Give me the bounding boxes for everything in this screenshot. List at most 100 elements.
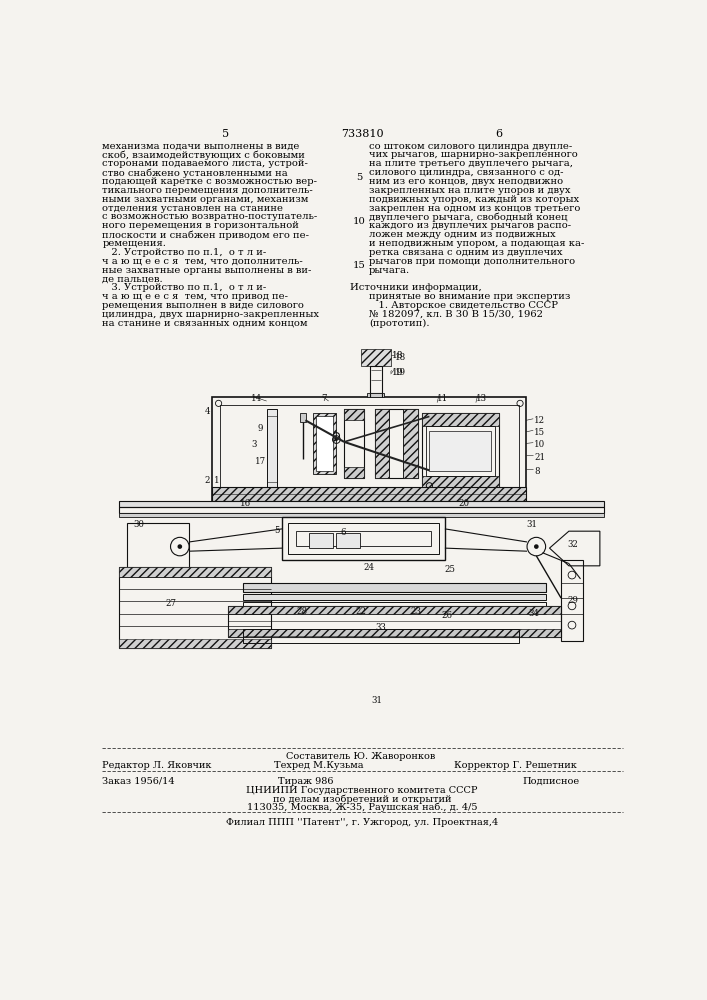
Text: со штоком силового цилиндра двупле-: со штоком силового цилиндра двупле- bbox=[369, 142, 572, 151]
Circle shape bbox=[177, 544, 182, 549]
Text: 27: 27 bbox=[166, 599, 177, 608]
Text: 11: 11 bbox=[437, 394, 448, 403]
Text: ЦНИИПИ Государственного комитета СССР: ЦНИИПИ Государственного комитета СССР bbox=[246, 786, 478, 795]
Text: Тираж 986: Тираж 986 bbox=[278, 777, 333, 786]
Bar bbox=[243, 610, 546, 614]
Bar bbox=[375, 409, 418, 478]
Text: закрепленных на плите упоров и двух: закрепленных на плите упоров и двух bbox=[369, 186, 571, 195]
Text: ными захватными органами, механизм: ными захватными органами, механизм bbox=[103, 195, 309, 204]
Bar bbox=[361, 349, 391, 366]
Text: с возможностью возвратно-поступатель-: с возможностью возвратно-поступатель- bbox=[103, 212, 317, 221]
Text: 19: 19 bbox=[395, 368, 406, 377]
Text: № 182097, кл. В 30 В 15/30, 1962: № 182097, кл. В 30 В 15/30, 1962 bbox=[369, 310, 543, 319]
Text: ного перемещения в горизонтальной: ного перемещения в горизонтальной bbox=[103, 221, 299, 230]
Bar bbox=[316, 416, 333, 471]
Text: 33: 33 bbox=[375, 623, 386, 632]
Text: сторонами подаваемого листа, устрой-: сторонами подаваемого листа, устрой- bbox=[103, 159, 308, 168]
Bar bbox=[375, 409, 389, 478]
Text: Подписное: Подписное bbox=[522, 777, 580, 786]
Text: и неподвижным упором, а подающая ка-: и неподвижным упором, а подающая ка- bbox=[369, 239, 584, 248]
Bar bbox=[228, 629, 561, 637]
Text: 2: 2 bbox=[204, 476, 210, 485]
Bar bbox=[309, 533, 332, 548]
Bar bbox=[421, 413, 499, 426]
Circle shape bbox=[335, 438, 338, 441]
Text: 30: 30 bbox=[134, 520, 144, 529]
Text: 3: 3 bbox=[251, 440, 257, 449]
Text: механизма подачи выполнены в виде: механизма подачи выполнены в виде bbox=[103, 142, 300, 151]
Text: Составитель Ю. Жаворонков: Составитель Ю. Жаворонков bbox=[286, 752, 436, 761]
Text: 1: 1 bbox=[214, 476, 220, 485]
Text: плоскости и снабжен приводом его пе-: плоскости и снабжен приводом его пе- bbox=[103, 230, 310, 240]
Text: цилиндра, двух шарнирно-закрепленных: цилиндра, двух шарнирно-закрепленных bbox=[103, 310, 320, 319]
Bar bbox=[337, 533, 360, 548]
Text: двуплечего рычага, свободный конец: двуплечего рычага, свободный конец bbox=[369, 212, 568, 222]
Bar bbox=[561, 560, 583, 641]
Text: 733810: 733810 bbox=[341, 129, 383, 139]
Text: скоб, взаимодействующих с боковыми: скоб, взаимодействующих с боковыми bbox=[103, 150, 305, 160]
Text: 3. Устройство по п.1,  о т л и-: 3. Устройство по п.1, о т л и- bbox=[103, 283, 267, 292]
Text: 12: 12 bbox=[534, 416, 545, 425]
Text: 4: 4 bbox=[204, 407, 210, 416]
Text: Корректор Г. Решетник: Корректор Г. Решетник bbox=[454, 761, 577, 770]
Text: 6: 6 bbox=[496, 129, 503, 139]
Bar bbox=[119, 567, 271, 648]
Text: ство снабжено установленными на: ство снабжено установленными на bbox=[103, 168, 288, 178]
Bar bbox=[119, 501, 604, 507]
Bar bbox=[421, 476, 499, 490]
Text: ч а ю щ е е с я  тем, что дополнитель-: ч а ю щ е е с я тем, что дополнитель- bbox=[103, 257, 303, 266]
Bar bbox=[243, 594, 546, 600]
Text: рычагов при помощи дополнительного: рычагов при помощи дополнительного bbox=[369, 257, 575, 266]
Text: 23: 23 bbox=[410, 607, 421, 616]
Text: Источники информации,: Источники информации, bbox=[349, 283, 481, 292]
Text: ч а ю щ е е с я  тем, что привод пе-: ч а ю щ е е с я тем, что привод пе- bbox=[103, 292, 288, 301]
Text: Редактор Л. Яковчик: Редактор Л. Яковчик bbox=[103, 761, 212, 770]
Text: 2. Устройство по п.1,  о т л и-: 2. Устройство по п.1, о т л и- bbox=[103, 248, 267, 257]
Text: 5: 5 bbox=[274, 526, 280, 535]
Bar bbox=[243, 602, 546, 608]
Bar bbox=[370, 366, 382, 393]
Text: 22: 22 bbox=[356, 607, 367, 616]
Text: 5: 5 bbox=[222, 129, 229, 139]
Text: ложен между одним из подвижных: ложен между одним из подвижных bbox=[369, 230, 556, 239]
Text: принятые во внимание при экспертиз: принятые во внимание при экспертиз bbox=[369, 292, 571, 301]
Text: 14: 14 bbox=[251, 394, 262, 403]
Text: 18: 18 bbox=[392, 351, 404, 360]
Text: ные захватные органы выполнены в ви-: ные захватные органы выполнены в ви- bbox=[103, 266, 312, 275]
Text: отделения установлен на станине: отделения установлен на станине bbox=[103, 204, 284, 213]
Bar bbox=[243, 583, 546, 592]
Text: 17: 17 bbox=[255, 457, 266, 466]
Text: ремещения.: ремещения. bbox=[103, 239, 166, 248]
Text: по делам изобретений и открытий: по делам изобретений и открытий bbox=[273, 795, 451, 804]
Text: рычага.: рычага. bbox=[369, 266, 410, 275]
Bar bbox=[119, 567, 271, 577]
Text: 18: 18 bbox=[395, 353, 406, 362]
Text: подвижных упоров, каждый из которых: подвижных упоров, каждый из которых bbox=[369, 195, 579, 204]
Text: Заказ 1956/14: Заказ 1956/14 bbox=[103, 777, 175, 786]
Text: Филиал ППП ''Патент'', г. Ужгород, ул. Проектная,4: Филиал ППП ''Патент'', г. Ужгород, ул. П… bbox=[226, 818, 498, 827]
Text: на плите третьего двуплечего рычага,: на плите третьего двуплечего рычага, bbox=[369, 159, 573, 168]
Bar bbox=[119, 639, 271, 648]
Circle shape bbox=[534, 544, 539, 549]
Bar bbox=[119, 507, 604, 513]
Text: 20: 20 bbox=[459, 499, 470, 508]
Text: 1. Авторское свидетельство СССР: 1. Авторское свидетельство СССР bbox=[369, 301, 558, 310]
Text: чих рычагов, шарнирно-закрепленного: чих рычагов, шарнирно-закрепленного bbox=[369, 150, 578, 159]
Text: 16: 16 bbox=[240, 499, 250, 508]
Bar bbox=[243, 629, 518, 643]
Text: 29: 29 bbox=[567, 596, 578, 605]
Text: 31: 31 bbox=[371, 696, 382, 705]
Text: 26: 26 bbox=[441, 611, 452, 620]
Text: 6: 6 bbox=[340, 528, 346, 537]
Text: каждого из двуплечих рычагов распо-: каждого из двуплечих рычагов распо- bbox=[369, 221, 571, 230]
Bar bbox=[127, 523, 189, 574]
Text: 13: 13 bbox=[476, 394, 487, 403]
Text: 19: 19 bbox=[392, 368, 404, 377]
Text: (прототип).: (прототип). bbox=[369, 319, 429, 328]
Text: 31: 31 bbox=[526, 520, 537, 529]
Text: де пальцев.: де пальцев. bbox=[103, 274, 163, 283]
Bar bbox=[344, 466, 363, 478]
Bar bbox=[300, 413, 306, 422]
Bar bbox=[220, 405, 518, 493]
Bar bbox=[429, 431, 491, 471]
